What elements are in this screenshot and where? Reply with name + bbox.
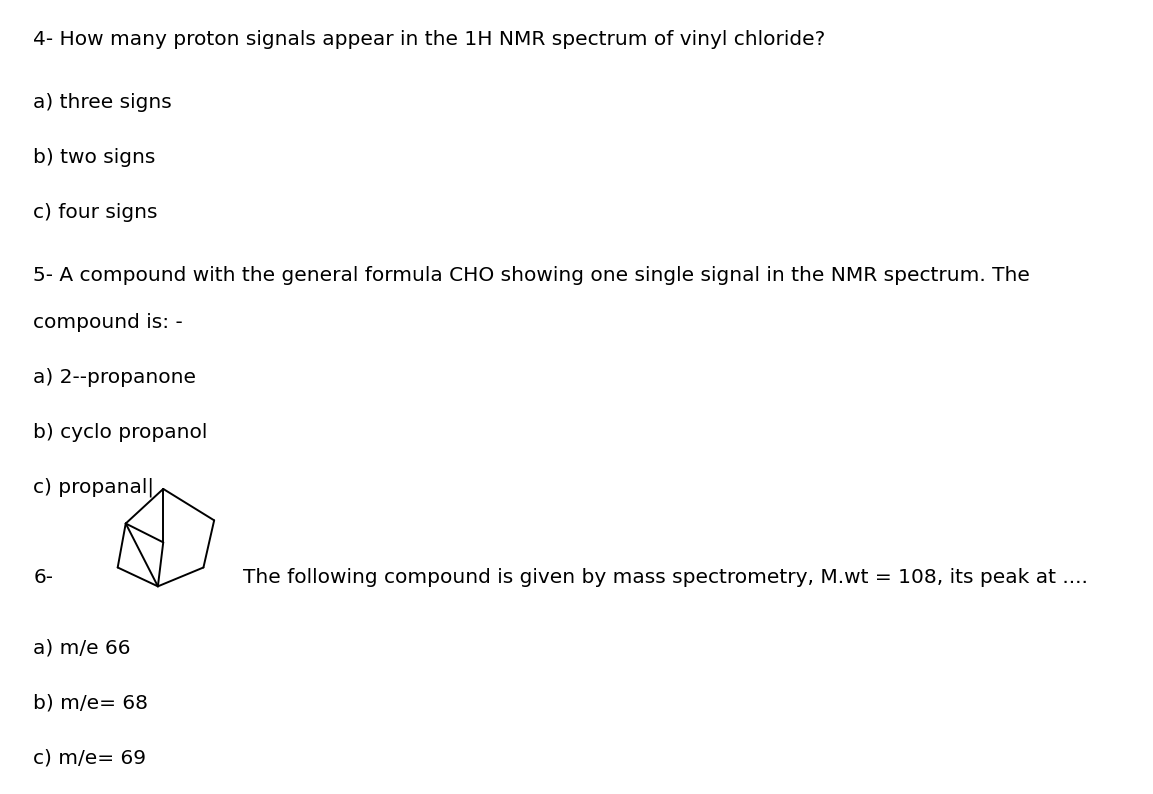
- Text: 4- How many proton signals appear in the 1H NMR spectrum of vinyl chloride?: 4- How many proton signals appear in the…: [33, 30, 826, 49]
- Text: 6-: 6-: [33, 569, 53, 588]
- Text: c) propanal|: c) propanal|: [33, 478, 155, 497]
- Text: a) m/e 66: a) m/e 66: [33, 639, 131, 658]
- Text: a) three signs: a) three signs: [33, 93, 172, 112]
- Text: c) four signs: c) four signs: [33, 203, 158, 222]
- Text: a) 2--propanone: a) 2--propanone: [33, 368, 196, 387]
- Text: b) two signs: b) two signs: [33, 148, 156, 167]
- Text: c) m/e= 69: c) m/e= 69: [33, 749, 146, 768]
- Text: b) cyclo propanol: b) cyclo propanol: [33, 423, 208, 441]
- Text: 5- A compound with the general formula CHO showing one single signal in the NMR : 5- A compound with the general formula C…: [33, 266, 1031, 285]
- Text: compound is: -: compound is: -: [33, 313, 183, 332]
- Text: The following compound is given by mass spectrometry, M.wt = 108, its peak at ..: The following compound is given by mass …: [243, 569, 1087, 588]
- Text: b) m/e= 68: b) m/e= 68: [33, 694, 149, 713]
